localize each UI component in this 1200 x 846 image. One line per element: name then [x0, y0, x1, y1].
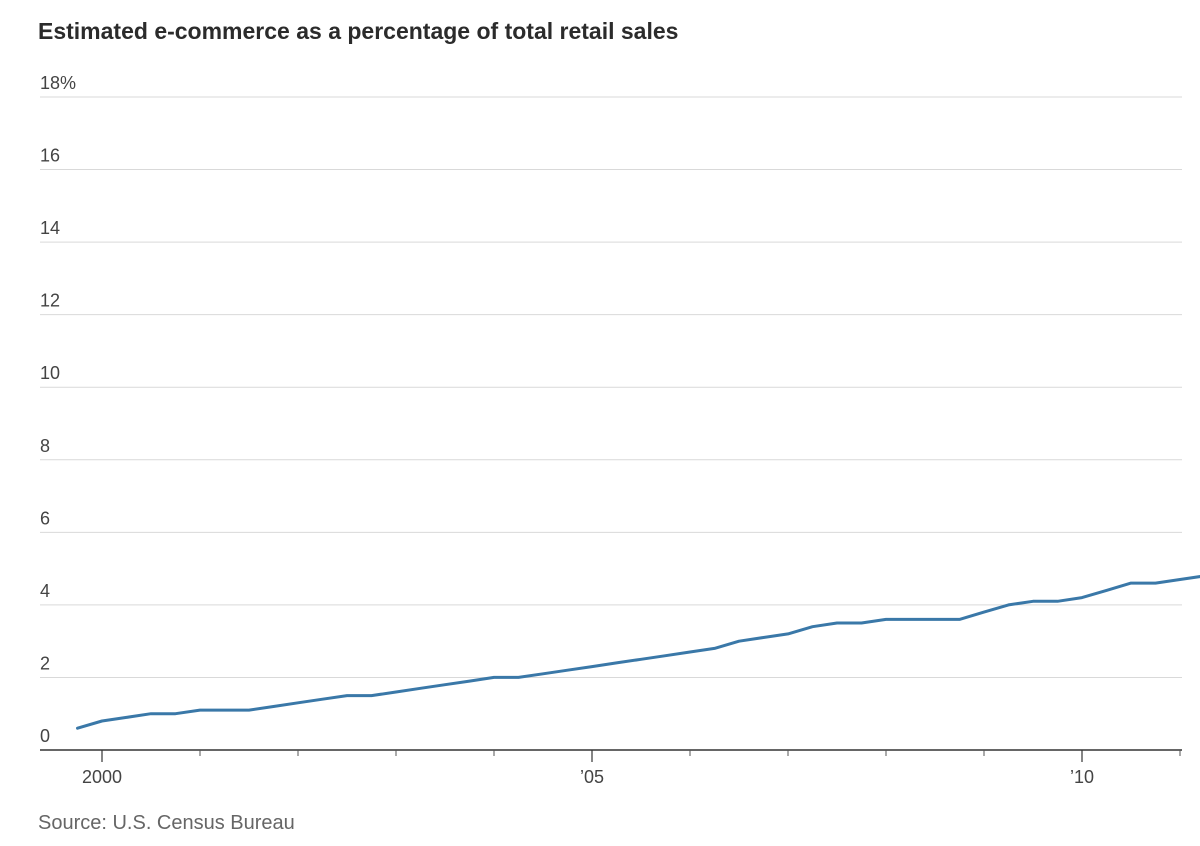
gridlines [40, 96, 1182, 678]
y-tick-label: 0 [40, 726, 50, 746]
y-tick-label: 4 [40, 581, 50, 601]
y-tick-label: 6 [40, 508, 50, 528]
y-tick-label: 14 [40, 218, 60, 238]
y-tick-label: 16 [40, 146, 60, 166]
y-axis: 0 2 4 6 8 10 12 14 16 18% [40, 73, 76, 746]
y-tick-label: 2 [40, 653, 50, 673]
x-tick-label: 2000 [82, 767, 122, 787]
x-axis: 2000’05’10’15’20 [40, 749, 1182, 787]
source-note: Source: U.S. Census Bureau [38, 812, 295, 834]
series-layer [76, 575, 1200, 730]
x-tick-label: ’10 [1070, 767, 1094, 787]
series-line [76, 575, 1200, 730]
chart-title: Estimated e-commerce as a percentage of … [38, 18, 679, 44]
y-tick-label: 8 [40, 436, 50, 456]
x-tick-label: ’05 [580, 767, 604, 787]
y-tick-label: 12 [40, 291, 60, 311]
y-tick-label: 18% [40, 73, 76, 93]
y-tick-label: 10 [40, 363, 60, 383]
